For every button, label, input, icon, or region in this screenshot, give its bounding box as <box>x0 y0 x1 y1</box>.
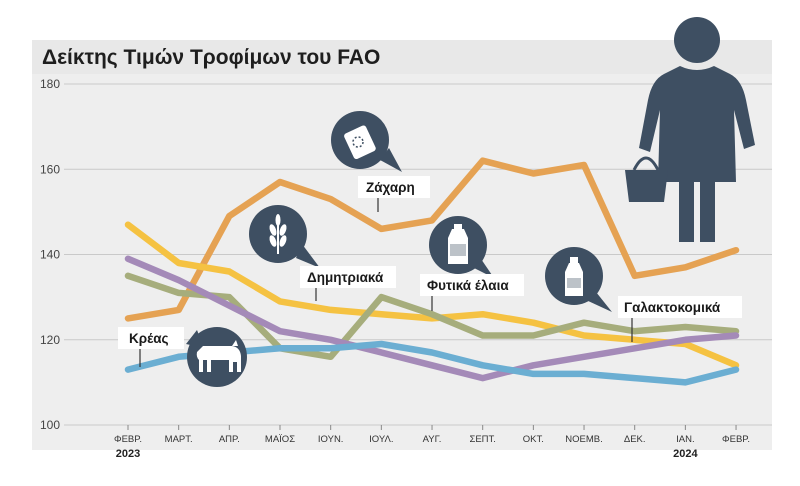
x-tick-label: ΣΕΠΤ. <box>469 434 495 445</box>
series-label-cereals: Δημητριακά <box>307 270 384 285</box>
y-tick-label: 100 <box>40 418 60 432</box>
year-label: 2024 <box>673 448 698 460</box>
y-axis: 100 120 140 160 180 <box>40 77 60 432</box>
year-label: 2023 <box>116 448 140 460</box>
y-tick-label: 180 <box>40 77 60 91</box>
oil-bottle-icon <box>448 224 468 264</box>
x-tick-label: ΙΟΥΛ. <box>369 434 393 445</box>
x-tick-label: ΑΠΡ. <box>219 434 240 445</box>
series-label-oils: Φυτικά έλαια <box>427 278 509 293</box>
sugar-callout: Ζάχαρη <box>331 111 430 212</box>
series-line-2 <box>124 221 740 369</box>
series-label-meat: Κρέας <box>129 331 169 346</box>
series-line-4 <box>124 255 740 382</box>
x-tick-label: ΙΑΝ. <box>676 434 694 445</box>
oils-label-box <box>420 274 524 296</box>
meat-label-box <box>118 327 184 349</box>
dairy-callout: Γαλακτοκομικά <box>545 247 742 342</box>
dairy-label-box <box>618 296 742 318</box>
y-tick-label: 120 <box>40 333 60 347</box>
sugar-label-box <box>358 176 430 198</box>
series-line-1 <box>124 157 740 322</box>
sugar-packet-icon <box>344 125 376 160</box>
series-line-3 <box>124 272 740 361</box>
x-tick-label: ΜΑΪΟΣ <box>265 434 295 445</box>
y-tick-label: 160 <box>40 162 60 176</box>
x-tick-label: ΔΕΚ. <box>624 434 646 445</box>
series-label-dairy: Γαλακτοκομικά <box>624 300 721 315</box>
cow-icon <box>196 340 241 372</box>
series-lines <box>124 157 740 386</box>
cereals-callout: Δημητριακά <box>249 205 396 301</box>
title-bar <box>32 40 772 74</box>
x-tick-label: ΟΚΤ. <box>523 434 544 445</box>
x-tick-label: ΝΟΕΜΒ. <box>565 434 602 445</box>
oils-callout: Φυτικά έλαια <box>420 216 524 311</box>
chart-title: Δείκτης Τιμών Τροφίμων του FAO <box>42 46 380 69</box>
cereals-label-box <box>300 266 396 288</box>
x-tick-label: ΦΕΒΡ. <box>114 434 142 445</box>
wheat-icon <box>269 214 287 254</box>
milk-bottle-icon <box>565 257 583 296</box>
x-tick-label: ΑΥΓ. <box>423 434 442 445</box>
meat-callout: Κρέας <box>118 327 247 387</box>
x-tick-label: ΜΑΡΤ. <box>165 434 193 445</box>
x-axis: ΦΕΒΡ. ΜΑΡΤ. ΑΠΡ. ΜΑΪΟΣ ΙΟΥΝ. ΙΟΥΛ. ΑΥΓ. ΣΕΠΤ. ΟΚ… <box>114 425 750 445</box>
series-label-sugar: Ζάχαρη <box>366 180 415 195</box>
year-labels: 2023 2024 <box>116 448 699 460</box>
y-tick-label: 140 <box>40 248 60 262</box>
shopper-icon <box>625 17 755 242</box>
x-tick-label: ΙΟΥΝ. <box>318 434 344 445</box>
x-tick-label: ΦΕΒΡ. <box>722 434 750 445</box>
